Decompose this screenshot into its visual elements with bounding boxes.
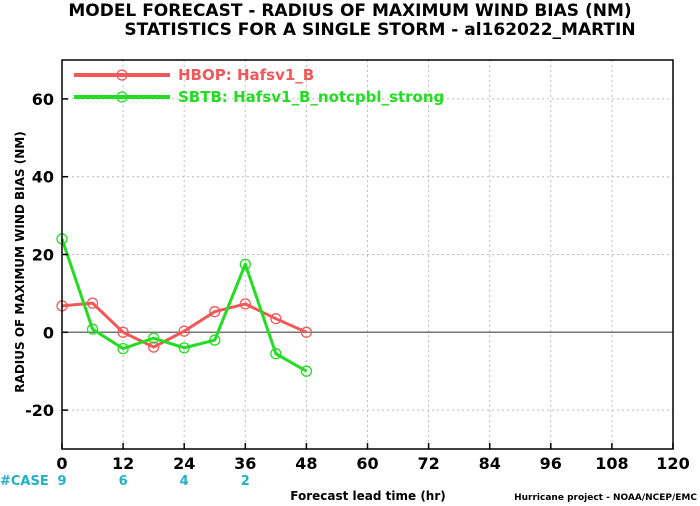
data-point bbox=[117, 326, 129, 338]
y-tick-label: 0 bbox=[43, 323, 54, 342]
series-2 bbox=[56, 233, 313, 377]
data-point bbox=[147, 341, 160, 353]
data-point bbox=[270, 313, 282, 325]
y-axis-label: RADIUS OF MAXIMUM WIND BIAS (NM) bbox=[13, 131, 27, 392]
x-tick-label: 96 bbox=[540, 454, 562, 473]
series-line bbox=[61, 301, 308, 349]
chart-title-line-1: MODEL FORECAST - RADIUS OF MAXIMUM WIND … bbox=[68, 1, 631, 21]
grid-lines bbox=[62, 60, 673, 449]
x-tick-label: 84 bbox=[479, 454, 501, 473]
data-point bbox=[300, 365, 313, 377]
data-point bbox=[178, 342, 190, 354]
credit-text: Hurricane project - NOAA/NCEP/EMC bbox=[514, 493, 697, 503]
y-tick-label: 20 bbox=[32, 246, 54, 265]
x-tick-label: 120 bbox=[656, 454, 689, 473]
x-tick-label: 0 bbox=[56, 454, 67, 473]
x-tick-label: 24 bbox=[173, 454, 195, 473]
legend-swatch-marker bbox=[116, 69, 128, 81]
legend: HBOP: Hafsv1_B SBTB: Hafsv1_B_notcpbl_str… bbox=[74, 66, 444, 106]
data-point bbox=[86, 323, 99, 335]
x-tick-label: 72 bbox=[417, 454, 439, 473]
data-point bbox=[147, 332, 160, 344]
series-1 bbox=[56, 297, 313, 353]
legend-label: HBOP: Hafsv1_B bbox=[178, 66, 314, 84]
series-line bbox=[60, 238, 308, 373]
chart-title-line-2: STATISTICS FOR A SINGLE STORM - al162022… bbox=[124, 20, 635, 40]
case-count: 9 bbox=[57, 474, 66, 489]
data-point bbox=[239, 298, 251, 310]
y-tick-label: 40 bbox=[32, 168, 54, 187]
x-tick-label: 48 bbox=[295, 454, 317, 473]
legend-item: SBTB: Hafsv1_B_notcpbl_strong bbox=[74, 88, 444, 106]
axis-ticks: 0 12 24 36 48 60 72 84 96 108 120 60 40 20 0 -20 bbox=[25, 90, 690, 473]
y-tick-label: 60 bbox=[32, 90, 54, 109]
data-point bbox=[239, 258, 251, 270]
case-count: 6 bbox=[119, 474, 128, 489]
legend-label: SBTB: Hafsv1_B_notcpbl_strong bbox=[178, 88, 444, 106]
data-point bbox=[270, 348, 282, 360]
case-label: #CASE bbox=[0, 474, 49, 489]
data-point bbox=[209, 334, 221, 346]
data-point bbox=[117, 342, 129, 355]
x-axis-label: Forecast lead time (hr) bbox=[290, 489, 446, 503]
case-count: 4 bbox=[180, 474, 189, 489]
legend-item: HBOP: Hafsv1_B bbox=[74, 66, 314, 84]
case-count: 2 bbox=[241, 474, 250, 489]
series-layer bbox=[56, 233, 313, 377]
legend-swatch-marker bbox=[116, 91, 128, 103]
x-tick-label: 36 bbox=[234, 454, 256, 473]
x-tick-label: 60 bbox=[356, 454, 378, 473]
data-point bbox=[178, 325, 190, 337]
x-tick-label: 12 bbox=[112, 454, 134, 473]
data-point bbox=[209, 306, 221, 318]
y-tick-label: -20 bbox=[25, 401, 54, 420]
data-point bbox=[300, 326, 313, 338]
x-tick-label: 108 bbox=[595, 454, 628, 473]
data-point bbox=[86, 297, 99, 309]
case-counts: 9 6 4 2 bbox=[57, 474, 249, 489]
